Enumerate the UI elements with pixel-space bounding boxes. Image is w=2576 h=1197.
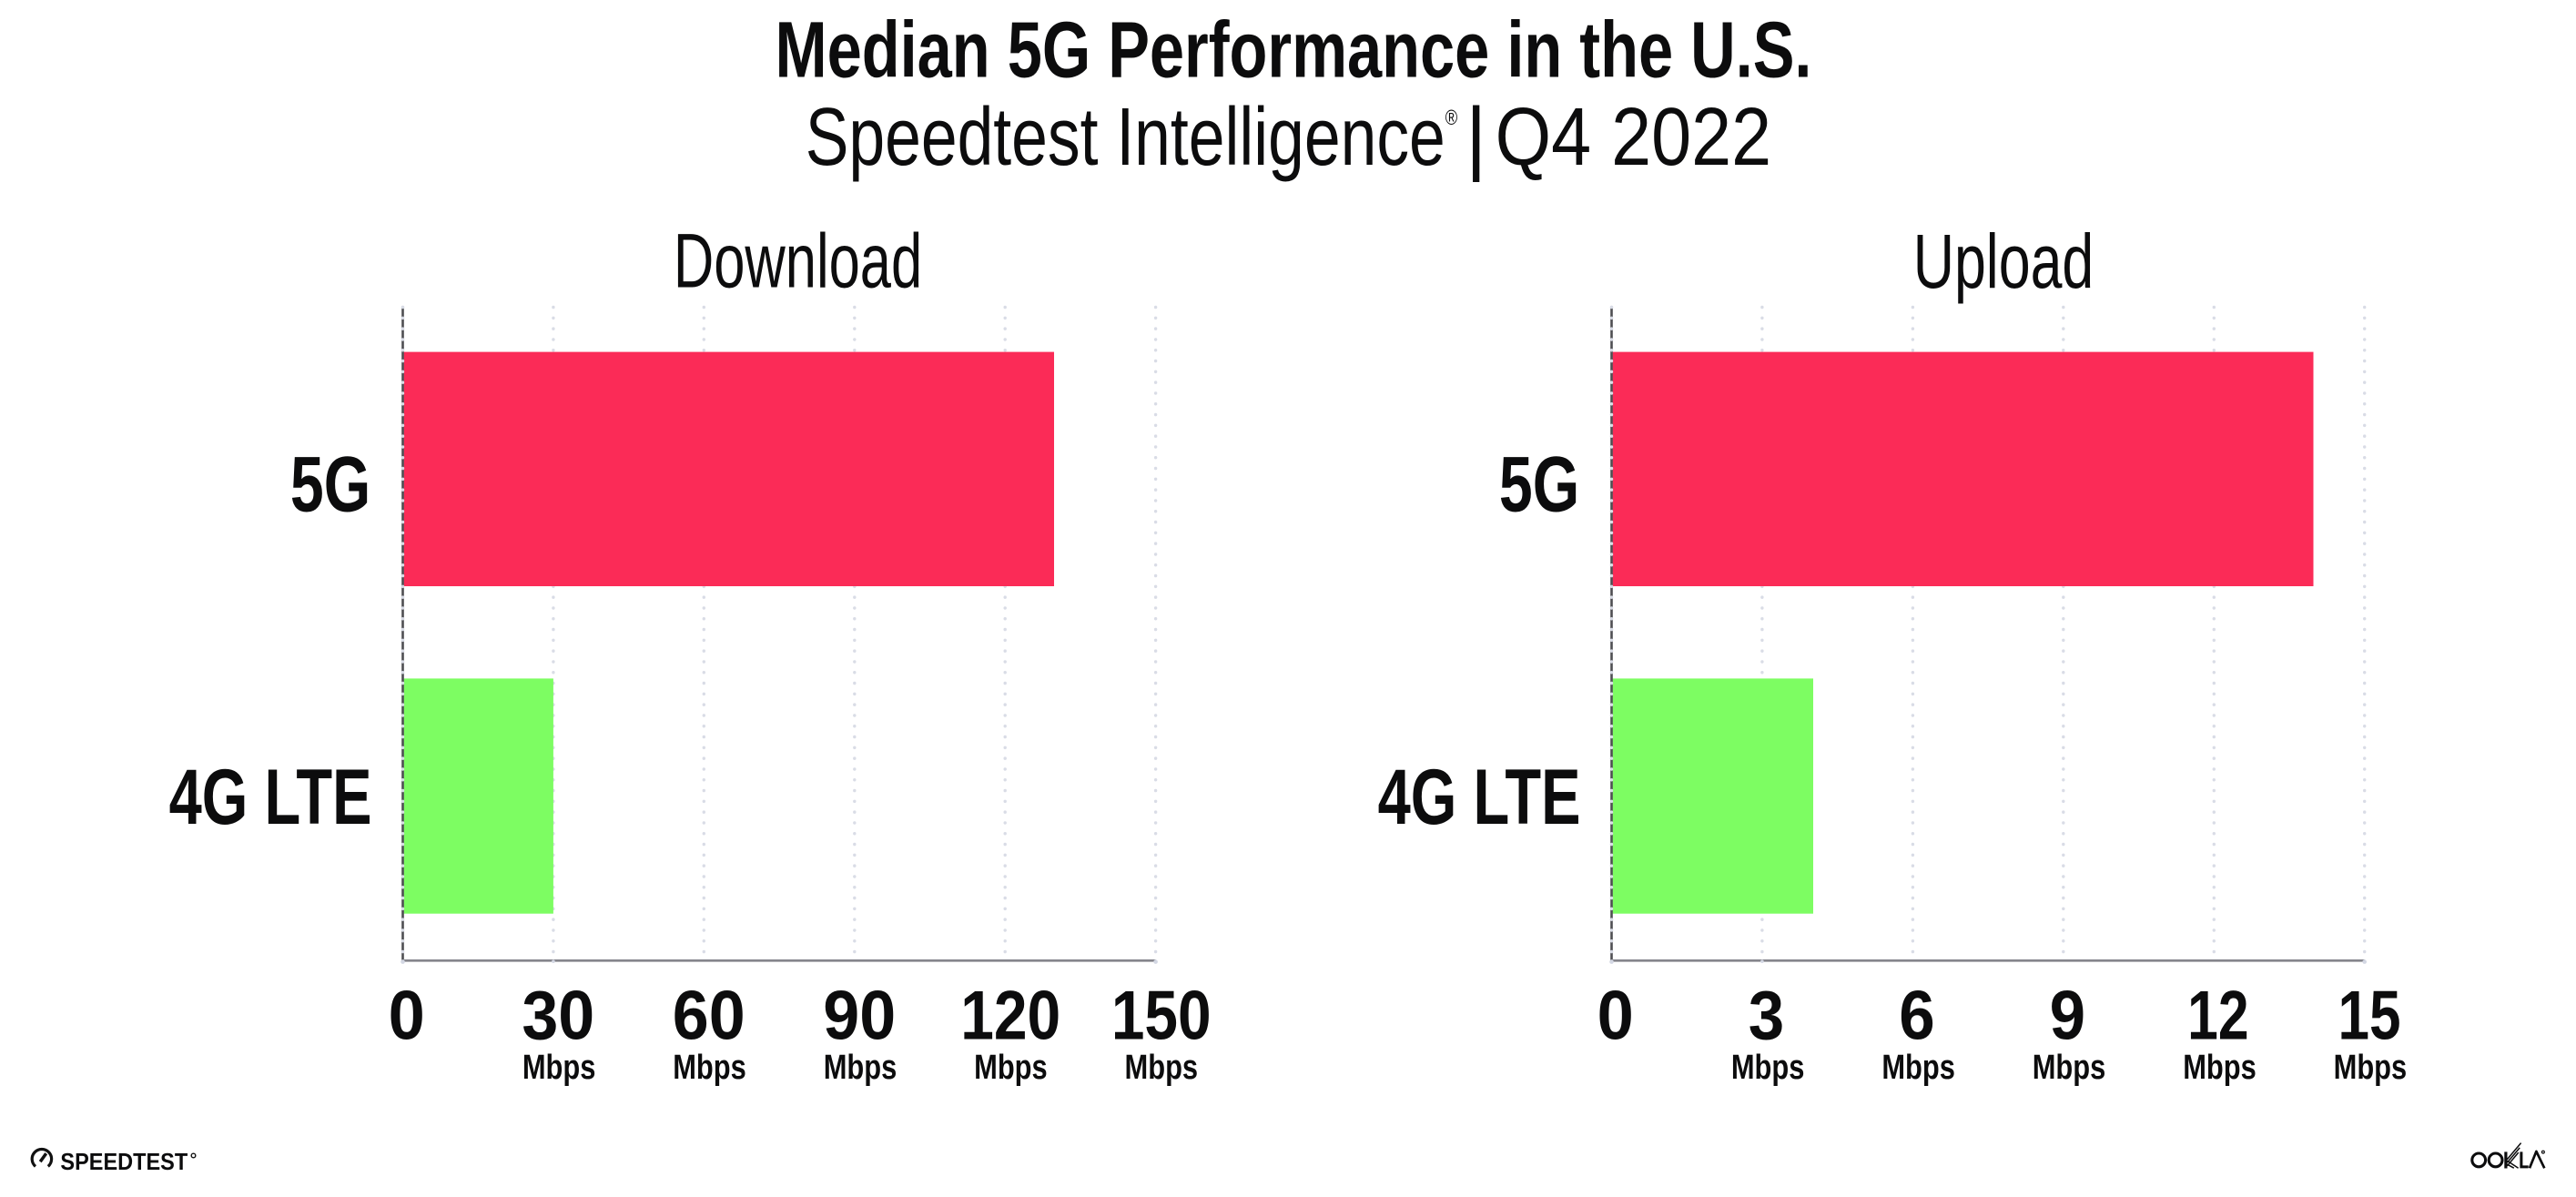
svg-text:120: 120 — [960, 977, 1060, 1055]
svg-text:|: | — [1465, 92, 1486, 183]
svg-text:Mbps: Mbps — [1125, 1049, 1199, 1087]
svg-text:0: 0 — [389, 977, 425, 1054]
svg-text:Median 5G Performance in the U: Median 5G Performance in the U.S. — [776, 5, 1812, 95]
svg-text:150: 150 — [1111, 978, 1212, 1055]
svg-text:15: 15 — [2338, 976, 2400, 1054]
svg-text:Download: Download — [674, 218, 922, 304]
svg-text:9: 9 — [2050, 976, 2085, 1054]
svg-text:Mbps: Mbps — [1731, 1049, 1805, 1087]
svg-text:60: 60 — [673, 976, 745, 1053]
svg-text:5G: 5G — [1499, 441, 1579, 528]
svg-text:Mbps: Mbps — [522, 1049, 596, 1087]
svg-text:Mbps: Mbps — [824, 1049, 898, 1087]
svg-text:SPEEDTEST: SPEEDTEST — [60, 1150, 188, 1175]
svg-text:30: 30 — [522, 976, 594, 1053]
svg-text:Mbps: Mbps — [1881, 1049, 1955, 1087]
svg-text:Speedtest Intelligence®: Speedtest Intelligence® — [806, 91, 1458, 183]
svg-text:5G: 5G — [290, 441, 370, 528]
svg-text:Upload: Upload — [1913, 218, 2094, 304]
svg-text:12: 12 — [2187, 977, 2248, 1054]
svg-text:3: 3 — [1749, 976, 1784, 1054]
svg-text:Mbps: Mbps — [2183, 1049, 2257, 1087]
svg-text:Mbps: Mbps — [2033, 1049, 2106, 1087]
svg-text:Mbps: Mbps — [673, 1049, 746, 1087]
svg-text:Mbps: Mbps — [974, 1049, 1048, 1087]
svg-text:Mbps: Mbps — [2334, 1049, 2408, 1087]
svg-text:6: 6 — [1899, 976, 1934, 1054]
svg-text:4G LTE: 4G LTE — [1378, 754, 1581, 841]
svg-text:4G LTE: 4G LTE — [169, 754, 372, 841]
svg-text:Q4 2022: Q4 2022 — [1496, 90, 1771, 182]
svg-text:0: 0 — [1597, 977, 1634, 1054]
svg-text:90: 90 — [823, 976, 896, 1053]
